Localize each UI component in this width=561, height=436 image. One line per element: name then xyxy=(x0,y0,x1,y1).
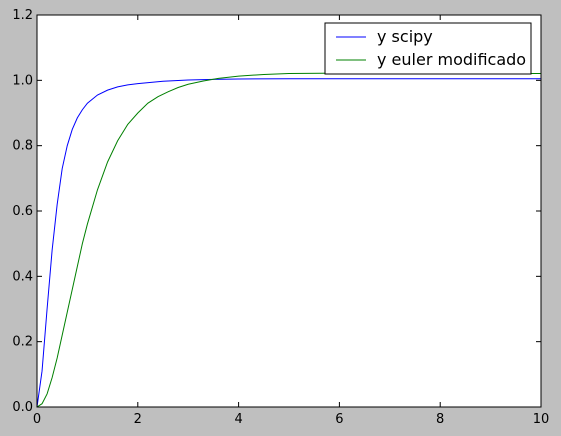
y-tick-label: 0.0 xyxy=(12,400,33,415)
x-tick-label: 10 xyxy=(533,412,550,427)
plot-area xyxy=(37,15,541,407)
axis-ticks xyxy=(36,14,542,408)
legend-label-2: y euler modificado xyxy=(377,50,526,69)
series-line-1 xyxy=(36,78,541,408)
series-layer xyxy=(36,72,541,408)
x-tick-label: 2 xyxy=(134,412,142,427)
x-tick-label: 4 xyxy=(234,412,242,427)
y-tick-label: 0.8 xyxy=(12,139,33,154)
y-tick-label: 1.2 xyxy=(12,8,33,23)
y-tick-label: 0.6 xyxy=(12,204,33,219)
y-tick-label: 0.4 xyxy=(12,269,33,284)
axes-frame xyxy=(36,14,542,408)
legend: y scipy y euler modificado xyxy=(324,22,532,75)
legend-label-1: y scipy xyxy=(377,27,433,46)
legend-box xyxy=(324,22,532,75)
y-tick-label: 0.2 xyxy=(12,335,33,350)
x-tick-label: 8 xyxy=(436,412,444,427)
x-tick-label: 0 xyxy=(33,412,41,427)
axis-tick-labels: 0 2 4 6 8 10 0.0 0.2 0.4 0.6 0.8 1.0 1.2 xyxy=(12,8,549,427)
x-tick-label: 6 xyxy=(335,412,343,427)
series-line-2 xyxy=(36,72,541,408)
y-tick-label: 1.0 xyxy=(12,73,33,88)
